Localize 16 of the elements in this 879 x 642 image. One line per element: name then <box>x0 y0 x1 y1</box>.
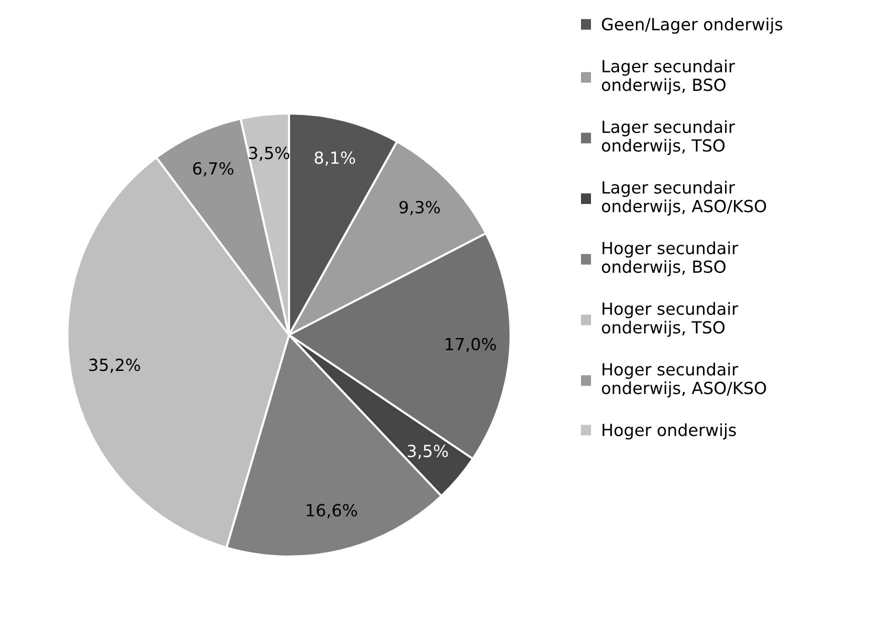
legend-label: Lager secundair onderwijs, TSO <box>602 120 735 155</box>
legend-label: Lager secundair onderwijs, BSO <box>602 60 735 94</box>
legend-label: Geen/Lager onderwijs <box>602 18 782 34</box>
legend-label: Hoger secundair onderwijs, BSO <box>602 241 738 276</box>
data-label: 17,0% <box>446 338 496 352</box>
data-label: 35,2% <box>89 358 140 373</box>
data-label: 3,5% <box>408 444 448 459</box>
data-label: 6,7% <box>193 162 234 176</box>
legend-label: Lager secundair onderwijs, ASO/KSO <box>602 180 766 216</box>
data-label: 8,1% <box>314 151 356 166</box>
data-label: 16,6% <box>306 504 358 518</box>
legend-label: Hoger secundair onderwijs, TSO <box>602 302 738 337</box>
data-label: 9,3% <box>399 200 440 216</box>
legend-label: Hoger onderwijs <box>602 423 736 440</box>
data-label: 3,5% <box>249 146 290 161</box>
legend-label: Hoger secundair onderwijs, ASO/KSO <box>602 362 766 398</box>
